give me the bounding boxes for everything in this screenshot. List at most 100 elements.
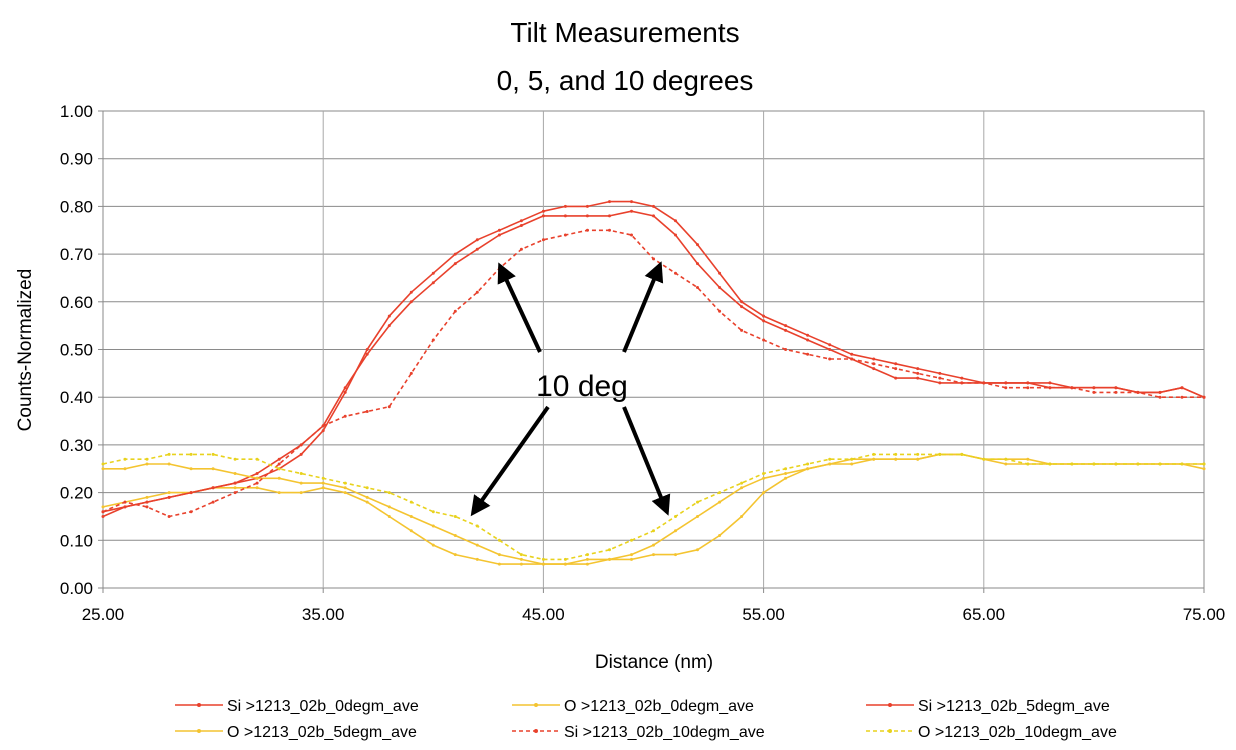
series-3-point bbox=[145, 500, 149, 504]
series-1-point bbox=[563, 204, 567, 208]
series-1-point bbox=[762, 314, 766, 318]
series-5-point bbox=[938, 376, 942, 380]
series-2-point bbox=[167, 491, 171, 495]
series-6-point bbox=[519, 553, 523, 557]
series-6-point bbox=[850, 457, 854, 461]
series-1-point bbox=[806, 333, 810, 337]
series-5-point bbox=[960, 381, 964, 385]
series-5-point bbox=[806, 352, 810, 356]
series-4-point bbox=[894, 457, 898, 461]
series-4-point bbox=[431, 524, 435, 528]
series-2-point bbox=[630, 557, 633, 561]
legend-marker bbox=[888, 729, 892, 733]
series-5-point bbox=[696, 286, 699, 289]
series-1-point bbox=[497, 228, 501, 232]
series-5-point bbox=[1158, 395, 1162, 399]
series-1-point bbox=[475, 238, 479, 242]
legend-label: Si >1213_02b_0degm_ave bbox=[227, 698, 419, 715]
series-4-point bbox=[101, 467, 105, 471]
y-tick-label: 0.70 bbox=[60, 245, 93, 264]
series-6-point bbox=[585, 553, 589, 557]
series-6-point bbox=[299, 472, 303, 475]
series-1-point bbox=[431, 271, 435, 275]
series-3-point bbox=[608, 214, 611, 218]
chart-subtitle: 0, 5, and 10 degrees bbox=[497, 65, 754, 96]
series-4-point bbox=[630, 553, 633, 557]
y-tick-label: 0.60 bbox=[60, 293, 93, 312]
series-3-point bbox=[1092, 386, 1096, 390]
series-6-point bbox=[255, 457, 259, 461]
series-6-point bbox=[167, 452, 171, 456]
legend-marker bbox=[197, 703, 201, 707]
series-2-point bbox=[696, 548, 699, 552]
series-4-point bbox=[696, 515, 699, 518]
series-6-point bbox=[718, 491, 722, 495]
series-5-point bbox=[1048, 386, 1052, 390]
series-6-point bbox=[475, 524, 479, 528]
series-6-point bbox=[894, 452, 898, 456]
series-4-point bbox=[189, 467, 193, 471]
x-tick-label: 35.00 bbox=[302, 605, 345, 624]
series-3-point bbox=[541, 214, 545, 218]
series-6-point bbox=[1136, 462, 1140, 466]
series-4-point bbox=[145, 462, 149, 466]
legend-label: O >1213_02b_5degm_ave bbox=[227, 724, 417, 741]
series-5-point bbox=[608, 228, 611, 232]
series-3-point bbox=[1026, 381, 1030, 385]
series-5-point bbox=[233, 491, 237, 495]
legend-marker bbox=[534, 729, 538, 733]
series-4-point bbox=[475, 543, 479, 547]
series-6-point bbox=[123, 457, 127, 461]
legend-marker bbox=[197, 729, 201, 733]
series-2-point bbox=[409, 529, 413, 533]
legend-marker bbox=[888, 703, 892, 707]
series-2-point bbox=[585, 562, 589, 566]
series-6-point bbox=[784, 467, 788, 471]
legend: Si >1213_02b_0degm_ave O >1213_02b_0degm_… bbox=[175, 698, 1117, 741]
series-5-point bbox=[563, 233, 567, 237]
series-1-point bbox=[299, 452, 303, 456]
series-5-point bbox=[541, 238, 545, 242]
series-3-point bbox=[387, 324, 391, 328]
series-5-point bbox=[1202, 395, 1206, 399]
series-3-point bbox=[365, 352, 369, 356]
series-1-point bbox=[850, 352, 854, 356]
series-1-point bbox=[828, 343, 832, 347]
series-5-point bbox=[894, 367, 898, 371]
series-6-point bbox=[541, 557, 545, 561]
series-5-point bbox=[872, 362, 876, 366]
series-5-point bbox=[189, 510, 193, 514]
series-4-point bbox=[740, 486, 744, 490]
series-5-point bbox=[652, 257, 655, 261]
series-3-point bbox=[762, 319, 766, 323]
series-6-point bbox=[145, 457, 149, 461]
series-6-point bbox=[982, 457, 986, 461]
series-5-point bbox=[343, 414, 347, 418]
arrow-lower-left bbox=[470, 405, 550, 517]
series-3-point bbox=[233, 481, 237, 485]
y-tick-label: 0.40 bbox=[60, 388, 93, 407]
x-axis-label: Distance (nm) bbox=[595, 652, 713, 673]
series-4-point bbox=[784, 472, 788, 475]
series-4-point bbox=[453, 534, 457, 537]
series-5-point bbox=[1070, 386, 1074, 390]
series-4-point bbox=[718, 500, 722, 504]
y-tick-label: 0.20 bbox=[60, 484, 93, 503]
series-4-point bbox=[872, 457, 876, 461]
y-tick-label: 0.90 bbox=[60, 150, 93, 169]
series-3-point bbox=[277, 457, 281, 461]
legend-item: O >1213_02b_0degm_ave bbox=[512, 698, 754, 715]
series-6-point bbox=[828, 457, 832, 461]
series-3-point bbox=[652, 214, 655, 218]
x-tick-label: 45.00 bbox=[522, 605, 565, 624]
legend-item: Si >1213_02b_10degm_ave bbox=[512, 724, 765, 741]
series-6-point bbox=[1158, 462, 1162, 466]
series-5-point bbox=[1092, 390, 1096, 394]
series-1-point bbox=[608, 200, 611, 204]
series-2-point bbox=[475, 557, 479, 561]
series-6-point bbox=[762, 472, 766, 475]
series-6-point bbox=[101, 462, 105, 466]
series-4-point bbox=[608, 557, 611, 561]
legend-item: Si >1213_02b_0degm_ave bbox=[175, 698, 419, 715]
